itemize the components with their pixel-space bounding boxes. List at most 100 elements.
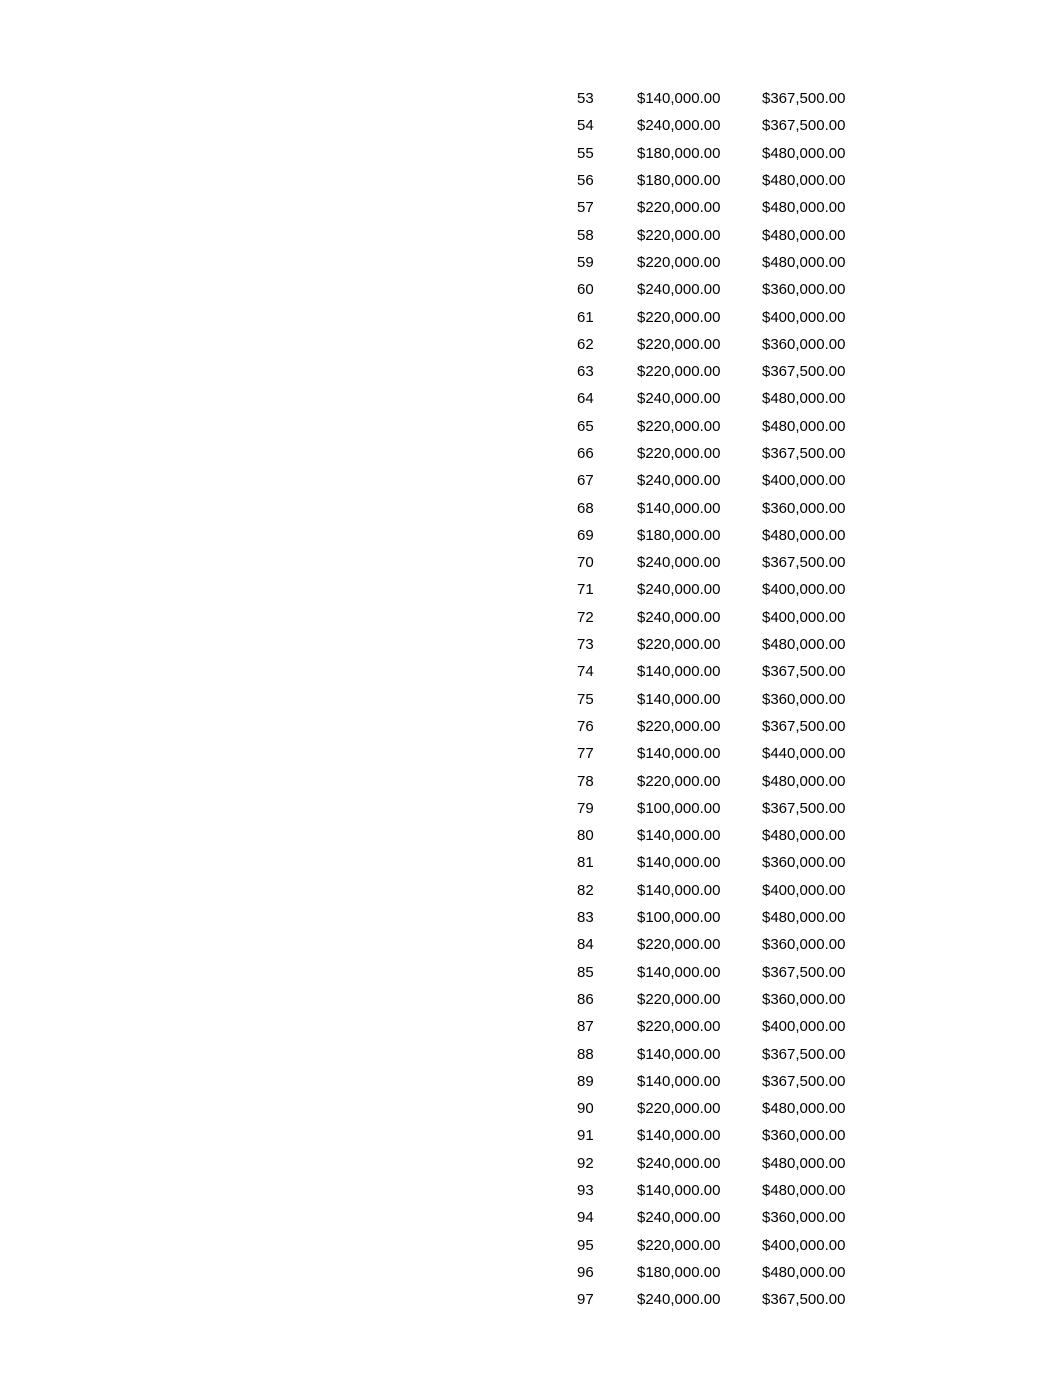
cell-value-1: $220,000.00 [637, 713, 762, 740]
cell-value-1: $220,000.00 [637, 303, 762, 330]
cell-index: 84 [577, 931, 637, 958]
cell-value-2: $480,000.00 [762, 631, 877, 658]
cell-value-1: $140,000.00 [637, 494, 762, 521]
cell-index: 70 [577, 549, 637, 576]
cell-value-1: $140,000.00 [637, 658, 762, 685]
cell-value-2: $367,500.00 [762, 1040, 877, 1067]
cell-index: 56 [577, 167, 637, 194]
cell-index: 68 [577, 494, 637, 521]
cell-value-2: $360,000.00 [762, 686, 877, 713]
table-row: 54$240,000.00$367,500.00 [577, 112, 877, 139]
table-row: 89$140,000.00$367,500.00 [577, 1068, 877, 1095]
data-table: 53$140,000.00$367,500.0054$240,000.00$36… [577, 85, 877, 1313]
cell-value-2: $360,000.00 [762, 494, 877, 521]
cell-value-2: $480,000.00 [762, 822, 877, 849]
cell-value-2: $367,500.00 [762, 112, 877, 139]
cell-value-2: $367,500.00 [762, 713, 877, 740]
cell-value-1: $240,000.00 [637, 1150, 762, 1177]
cell-value-2: $367,500.00 [762, 658, 877, 685]
table-row: 88$140,000.00$367,500.00 [577, 1040, 877, 1067]
cell-value-1: $140,000.00 [637, 1040, 762, 1067]
cell-value-2: $400,000.00 [762, 1013, 877, 1040]
cell-value-2: $480,000.00 [762, 1095, 877, 1122]
table-row: 93$140,000.00$480,000.00 [577, 1177, 877, 1204]
cell-value-1: $220,000.00 [637, 331, 762, 358]
cell-value-2: $367,500.00 [762, 85, 877, 112]
cell-index: 93 [577, 1177, 637, 1204]
table-row: 63$220,000.00$367,500.00 [577, 358, 877, 385]
table-row: 96$180,000.00$480,000.00 [577, 1259, 877, 1286]
cell-index: 90 [577, 1095, 637, 1122]
table-row: 56$180,000.00$480,000.00 [577, 167, 877, 194]
cell-value-1: $240,000.00 [637, 467, 762, 494]
cell-index: 62 [577, 331, 637, 358]
cell-index: 97 [577, 1286, 637, 1313]
cell-value-2: $400,000.00 [762, 467, 877, 494]
table-row: 74$140,000.00$367,500.00 [577, 658, 877, 685]
cell-index: 78 [577, 767, 637, 794]
cell-value-1: $220,000.00 [637, 1095, 762, 1122]
cell-value-2: $367,500.00 [762, 795, 877, 822]
cell-value-2: $360,000.00 [762, 331, 877, 358]
table-row: 57$220,000.00$480,000.00 [577, 194, 877, 221]
table-row: 84$220,000.00$360,000.00 [577, 931, 877, 958]
cell-value-2: $367,500.00 [762, 1286, 877, 1313]
cell-value-1: $140,000.00 [637, 1177, 762, 1204]
table-row: 69$180,000.00$480,000.00 [577, 522, 877, 549]
cell-index: 55 [577, 140, 637, 167]
cell-index: 92 [577, 1150, 637, 1177]
cell-value-2: $367,500.00 [762, 549, 877, 576]
cell-index: 85 [577, 959, 637, 986]
cell-value-1: $140,000.00 [637, 1068, 762, 1095]
table-row: 64$240,000.00$480,000.00 [577, 385, 877, 412]
table-row: 81$140,000.00$360,000.00 [577, 849, 877, 876]
table-row: 78$220,000.00$480,000.00 [577, 767, 877, 794]
cell-value-1: $240,000.00 [637, 1204, 762, 1231]
cell-value-1: $180,000.00 [637, 140, 762, 167]
cell-index: 82 [577, 877, 637, 904]
cell-index: 74 [577, 658, 637, 685]
table-row: 62$220,000.00$360,000.00 [577, 331, 877, 358]
cell-value-2: $360,000.00 [762, 849, 877, 876]
cell-index: 94 [577, 1204, 637, 1231]
table-row: 85$140,000.00$367,500.00 [577, 959, 877, 986]
table-row: 76$220,000.00$367,500.00 [577, 713, 877, 740]
cell-index: 67 [577, 467, 637, 494]
cell-value-1: $140,000.00 [637, 959, 762, 986]
table-row: 66$220,000.00$367,500.00 [577, 440, 877, 467]
cell-value-2: $360,000.00 [762, 931, 877, 958]
cell-index: 95 [577, 1231, 637, 1258]
table-row: 91$140,000.00$360,000.00 [577, 1122, 877, 1149]
table-row: 65$220,000.00$480,000.00 [577, 413, 877, 440]
table-row: 79$100,000.00$367,500.00 [577, 795, 877, 822]
cell-index: 91 [577, 1122, 637, 1149]
cell-value-2: $480,000.00 [762, 413, 877, 440]
cell-index: 80 [577, 822, 637, 849]
table-row: 83$100,000.00$480,000.00 [577, 904, 877, 931]
cell-index: 76 [577, 713, 637, 740]
cell-value-1: $140,000.00 [637, 877, 762, 904]
cell-value-2: $360,000.00 [762, 986, 877, 1013]
table-row: 77$140,000.00$440,000.00 [577, 740, 877, 767]
cell-value-2: $480,000.00 [762, 1150, 877, 1177]
cell-value-2: $480,000.00 [762, 249, 877, 276]
cell-index: 83 [577, 904, 637, 931]
cell-value-2: $480,000.00 [762, 194, 877, 221]
cell-index: 61 [577, 303, 637, 330]
cell-value-2: $360,000.00 [762, 1204, 877, 1231]
cell-index: 66 [577, 440, 637, 467]
cell-value-2: $440,000.00 [762, 740, 877, 767]
table-row: 87$220,000.00$400,000.00 [577, 1013, 877, 1040]
cell-value-2: $480,000.00 [762, 385, 877, 412]
cell-index: 57 [577, 194, 637, 221]
cell-value-1: $140,000.00 [637, 849, 762, 876]
cell-value-1: $180,000.00 [637, 522, 762, 549]
cell-value-1: $220,000.00 [637, 986, 762, 1013]
cell-value-1: $220,000.00 [637, 1231, 762, 1258]
cell-value-1: $140,000.00 [637, 686, 762, 713]
cell-value-2: $480,000.00 [762, 767, 877, 794]
cell-index: 60 [577, 276, 637, 303]
cell-index: 96 [577, 1259, 637, 1286]
cell-value-1: $240,000.00 [637, 576, 762, 603]
cell-value-1: $220,000.00 [637, 767, 762, 794]
